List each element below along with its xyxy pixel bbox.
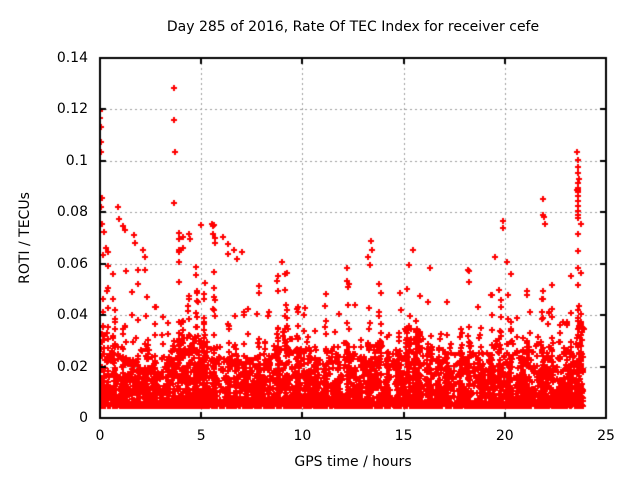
x-tick-label: 0 xyxy=(95,428,105,444)
x-tick-label: 25 xyxy=(597,428,615,444)
y-tick-label: 0.06 xyxy=(56,255,88,272)
x-tick-label: 20 xyxy=(495,428,514,444)
chart-title: Day 285 of 2016, Rate Of TEC Index for r… xyxy=(166,19,540,35)
x-tick-label: 15 xyxy=(394,428,413,444)
y-tick-label: 0.04 xyxy=(56,307,88,324)
y-tick-label: 0.1 xyxy=(65,152,88,169)
y-tick-label: 0.02 xyxy=(56,358,88,375)
y-tick-label: 0.08 xyxy=(56,204,88,221)
x-tick-label: 5 xyxy=(196,428,206,444)
y-tick-label: 0 xyxy=(79,410,88,426)
x-tick-label: 10 xyxy=(293,428,312,444)
x-axis-label: GPS time / hours xyxy=(294,454,412,470)
y-tick-label: 0.12 xyxy=(56,101,88,118)
y-tick-label: 0.14 xyxy=(56,50,88,66)
